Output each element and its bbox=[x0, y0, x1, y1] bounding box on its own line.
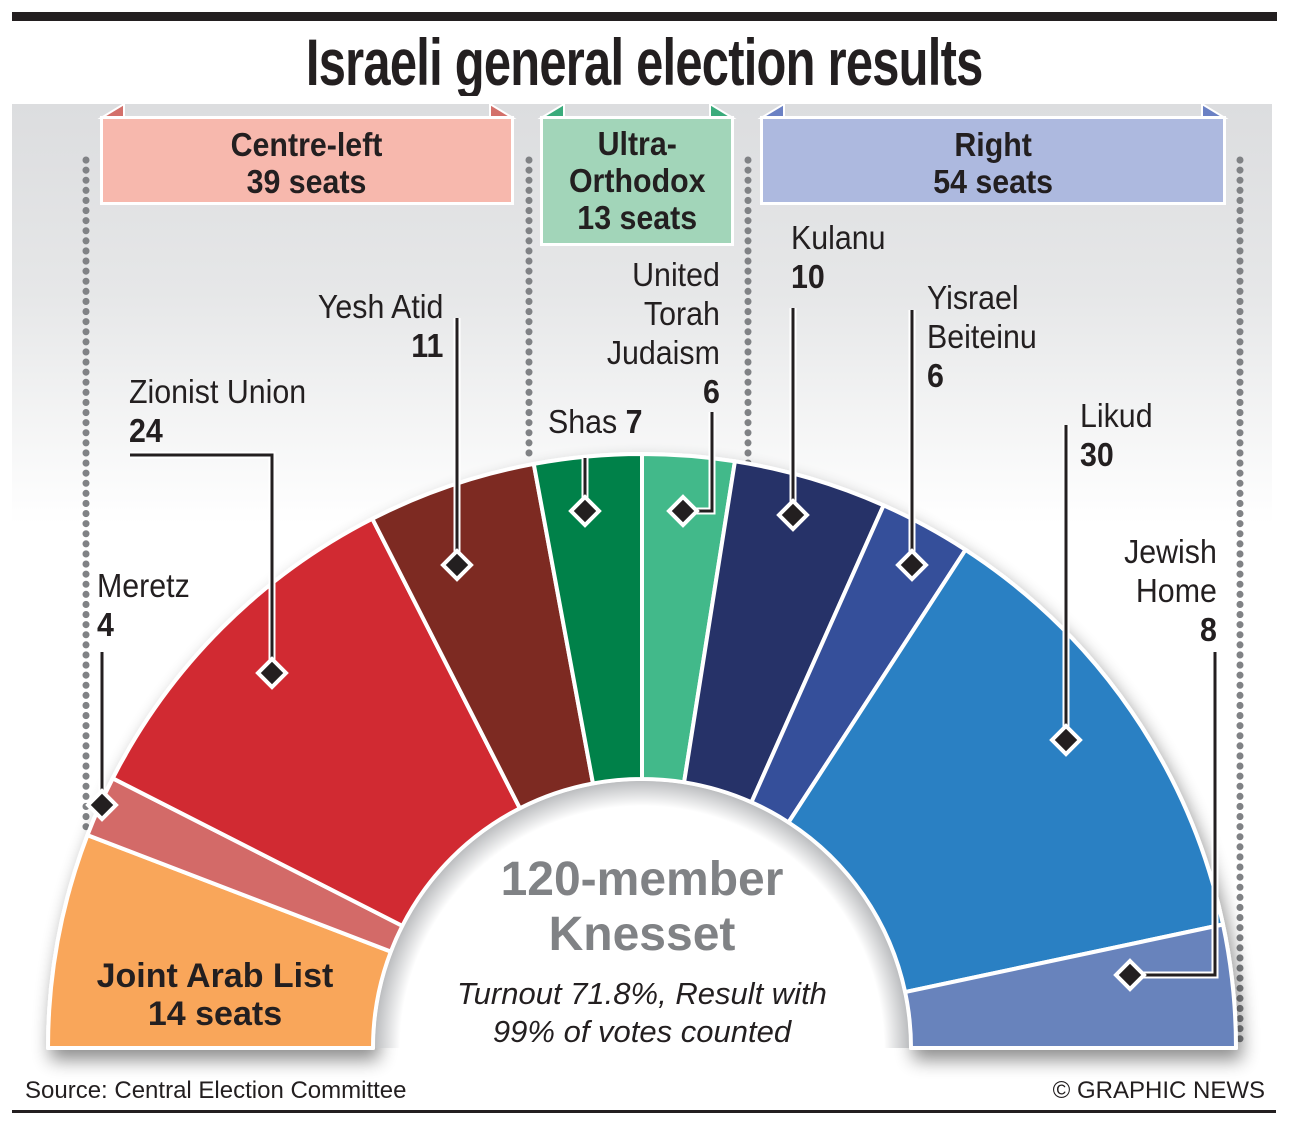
party-name-line-3: Judaism bbox=[606, 334, 720, 371]
party-name-line-1: United bbox=[632, 256, 720, 293]
tab-top-fold bbox=[784, 96, 1202, 104]
party-name-line-1: Jewish bbox=[1124, 533, 1217, 570]
label-yisrael-beiteinu: Yisrael Beiteinu 6 bbox=[927, 278, 1037, 395]
party-name-line-2: Beiteinu bbox=[927, 318, 1037, 355]
knesset-caption: 120-member Knesset bbox=[392, 852, 892, 962]
turnout-note-line-1: Turnout 71.8%, Result with bbox=[457, 976, 827, 1011]
segment-zionist-union bbox=[110, 516, 522, 928]
chart-title: Israeli general election results bbox=[0, 22, 1289, 102]
label-shas: Shas 7 bbox=[548, 402, 643, 441]
pointer-diamond-kulanu bbox=[776, 498, 810, 532]
party-name: Joint Arab List bbox=[96, 957, 334, 995]
label-united-torah-judaism: United Torah Judaism 6 bbox=[607, 255, 720, 411]
party-name: Yesh Atid bbox=[317, 288, 443, 325]
pointer-diamond-zionist-union bbox=[255, 656, 289, 690]
party-name-line-1: Yisrael bbox=[927, 279, 1019, 316]
party-seats: 8 bbox=[1200, 611, 1217, 648]
party-name: Shas bbox=[548, 403, 618, 440]
top-rule bbox=[12, 12, 1277, 21]
bloc-name: Centre-left bbox=[231, 126, 383, 163]
label-pointers bbox=[85, 308, 1219, 992]
bottom-rule bbox=[12, 1110, 1276, 1113]
party-name-line-2: Home bbox=[1136, 572, 1217, 609]
party-name: Likud bbox=[1080, 397, 1153, 434]
credit-note: © GRAPHIC NEWS bbox=[1052, 1077, 1265, 1104]
label-yesh-atid: Yesh Atid 11 bbox=[318, 287, 443, 365]
bloc-seats: 39 seats bbox=[247, 163, 367, 200]
tab-top-fold bbox=[124, 96, 490, 104]
label-meretz: Meretz 4 bbox=[97, 566, 190, 644]
bloc-name: Right bbox=[954, 126, 1032, 163]
party-name: Zionist Union bbox=[129, 373, 307, 410]
bloc-guide-lines bbox=[82, 156, 1244, 1044]
label-joint-arab-list: Joint Arab List 14 seats bbox=[60, 957, 370, 1033]
party-name: Kulanu bbox=[791, 219, 886, 256]
bloc-name-line-1: Ultra- bbox=[597, 125, 677, 162]
bloc-seats: 13 seats bbox=[577, 199, 697, 236]
knesset-caption-line-2: Knesset bbox=[548, 908, 736, 961]
pointer-diamond-shas bbox=[568, 494, 602, 528]
party-name-line-2: Torah bbox=[644, 295, 720, 332]
bloc-right: Right 54 seats bbox=[760, 116, 1226, 205]
party-seats: 6 bbox=[703, 373, 720, 410]
pointer-line-zionist-union bbox=[130, 453, 274, 673]
label-zionist-union: Zionist Union 24 bbox=[129, 372, 306, 450]
bloc-name-line-2: Orthodox bbox=[568, 162, 706, 199]
pointer-diamond-jewish-home bbox=[1113, 958, 1147, 992]
pointer-diamond-utj bbox=[666, 494, 700, 528]
label-kulanu: Kulanu 10 bbox=[791, 218, 886, 296]
source-note: Source: Central Election Committee bbox=[25, 1077, 407, 1104]
chart-title-text: Israeli general election results bbox=[306, 25, 983, 99]
pointer-diamond-likud bbox=[1049, 723, 1083, 757]
pointer-diamond-yesh-atid bbox=[440, 548, 474, 582]
knesset-caption-line-1: 120-member bbox=[500, 853, 784, 906]
label-jewish-home: Jewish Home 8 bbox=[1124, 532, 1217, 649]
label-likud: Likud 30 bbox=[1080, 396, 1153, 474]
bloc-centre-left: Centre-left 39 seats bbox=[100, 116, 514, 205]
pointer-diamond-yisrael-beiteinu bbox=[895, 548, 929, 582]
seat-segments bbox=[46, 452, 1238, 1050]
party-seats: 24 bbox=[129, 412, 163, 449]
pointer-line-jewish-home bbox=[1130, 652, 1217, 977]
party-name: Meretz bbox=[97, 567, 190, 604]
party-seats: 4 bbox=[97, 606, 114, 643]
turnout-note-line-2: 99% of votes counted bbox=[492, 1014, 792, 1049]
party-seats: 11 bbox=[410, 327, 443, 364]
bloc-ultra-orthodox: Ultra- Orthodox 13 seats bbox=[540, 116, 734, 246]
pointer-diamond-meretz bbox=[85, 788, 119, 822]
party-seats: 7 bbox=[625, 403, 643, 440]
party-seats: 30 bbox=[1080, 436, 1114, 473]
tab-top-fold bbox=[564, 96, 710, 104]
party-seats: 10 bbox=[791, 258, 825, 295]
segment-jewish-home bbox=[903, 922, 1238, 1050]
inner-circle bbox=[375, 781, 909, 1048]
bloc-seats: 54 seats bbox=[933, 163, 1053, 200]
party-seats: 14 seats bbox=[147, 995, 283, 1033]
turnout-note: Turnout 71.8%, Result with 99% of votes … bbox=[392, 975, 892, 1051]
party-seats: 6 bbox=[927, 357, 944, 394]
